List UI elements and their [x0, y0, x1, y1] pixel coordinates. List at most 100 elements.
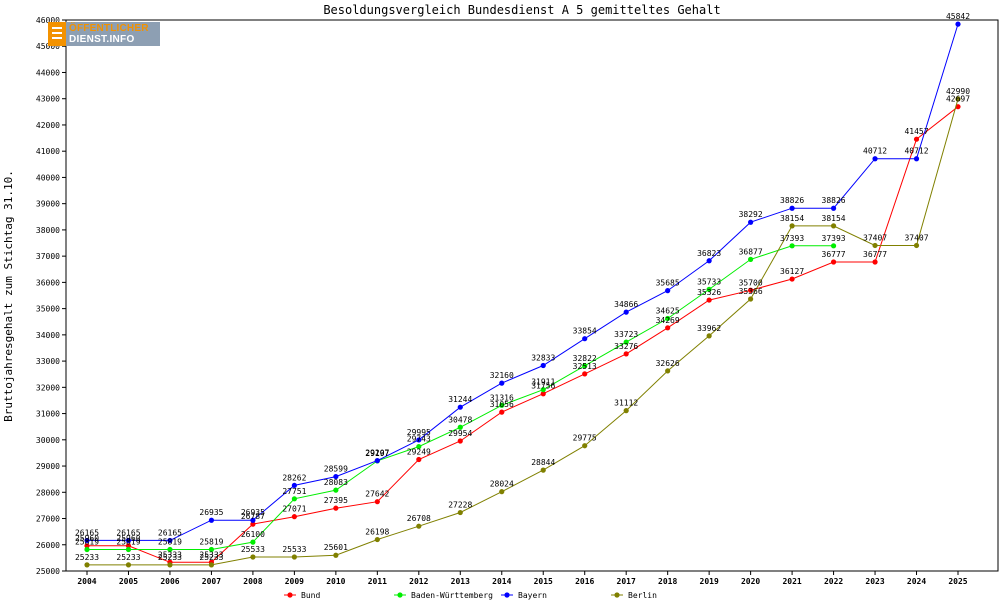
y-tick-label: 36000 [36, 278, 60, 287]
bayern-value-label: 26165 [116, 528, 140, 537]
baden-wuerttemberg-value-label: 36877 [739, 247, 763, 256]
berlin-legend-label: Berlin [628, 591, 657, 600]
berlin-value-label: 27228 [448, 501, 472, 510]
berlin-data-point [125, 562, 132, 568]
bund-value-label: 29954 [448, 429, 472, 438]
y-tick-label: 38000 [36, 226, 60, 235]
bund-series-line [87, 106, 959, 563]
berlin-value-label: 29775 [573, 434, 597, 443]
bund-data-point [291, 514, 297, 520]
baden-wuerttemberg-data-point [540, 387, 546, 393]
bund-value-label: 25960 [116, 534, 140, 543]
bund-value-label: 25960 [75, 534, 99, 543]
berlin-data-point [208, 562, 215, 568]
logo-text-line1: ÖFFENTLICHER [69, 23, 149, 34]
baden-wuerttemberg-data-point [291, 496, 297, 502]
berlin-value-label: 26708 [407, 514, 431, 523]
bayern-value-label: 29207 [365, 449, 389, 458]
bund-value-label: 27071 [282, 505, 306, 514]
baden-wuerttemberg-value-label: 29743 [407, 435, 431, 444]
berlin-data-point [913, 242, 920, 249]
bayern-legend-marker [504, 592, 510, 598]
berlin-data-point [955, 96, 961, 102]
x-tick-label: 2007 [202, 577, 221, 586]
x-tick-label: 2025 [948, 577, 967, 586]
bayern-data-point [499, 380, 505, 386]
legend: Bund Baden-Württemberg Bayern Berlin [284, 591, 657, 600]
bayern-value-label: 34866 [614, 300, 638, 309]
berlin-value-label: 25533 [241, 545, 265, 554]
x-tick-label: 2017 [617, 577, 636, 586]
bayern-data-point [333, 473, 339, 480]
bayern-data-point [291, 482, 297, 489]
berlin-value-label: 28024 [490, 480, 514, 489]
baden-wuerttemberg-value-label: 26100 [241, 530, 265, 539]
bund-value-label: 25333 [158, 550, 182, 559]
document-icon [48, 22, 66, 46]
bayern-value-label: 40712 [904, 147, 928, 156]
bund-value-label: 36777 [822, 250, 846, 259]
berlin-value-label: 35366 [739, 287, 763, 296]
baden-wuerttemberg-value-label: 33723 [614, 330, 638, 339]
bund-legend-marker [287, 592, 293, 598]
bayern-series-line [87, 23, 959, 541]
x-tick-label: 2019 [700, 577, 719, 586]
berlin-value-label: 37407 [863, 233, 887, 242]
berlin-value-label: 33962 [697, 324, 721, 333]
berlin-data-point [499, 489, 505, 495]
bund-value-label: 34269 [656, 316, 680, 325]
y-tick-label: 37000 [36, 252, 60, 261]
bayern-data-point [125, 537, 132, 544]
y-tick-label: 30000 [36, 436, 60, 445]
bayern-value-label: 35685 [656, 279, 680, 288]
baden-wuerttemberg-value-label: 35733 [697, 277, 721, 286]
series-layer [84, 21, 961, 568]
bayern-data-point [872, 156, 878, 162]
x-tick-label: 2023 [865, 577, 884, 586]
berlin-value-label: 25233 [75, 553, 99, 562]
bayern-value-label: 40712 [863, 147, 887, 156]
x-tick-label: 2012 [409, 577, 428, 586]
bund-value-label: 42697 [946, 95, 970, 104]
plot-area-frame [65, 19, 999, 572]
y-tick-label: 31000 [36, 410, 60, 419]
y-axis-label: Bruttojahresgehalt zum Stichtag 31.10. [2, 170, 15, 422]
legend-item-bayern: Bayern [501, 591, 547, 600]
bund-value-label: 35700 [739, 278, 763, 287]
x-tick-label: 2008 [243, 577, 262, 586]
berlin-series-line [87, 98, 959, 566]
x-tick-label: 2021 [782, 577, 801, 586]
bayern-value-label: 38292 [739, 210, 763, 219]
bayern-data-point [582, 336, 588, 342]
bund-value-label: 36777 [863, 250, 887, 259]
legend-item-baden-wuerttemberg: Baden-Württemberg [394, 591, 493, 600]
y-tick-label: 28000 [36, 488, 60, 497]
bund-value-label: 27395 [324, 496, 348, 505]
bayern-value-label: 26165 [75, 528, 99, 537]
y-tick-label: 46000 [36, 16, 60, 25]
bayern-value-label: 28262 [282, 473, 306, 482]
bund-data-point [457, 438, 463, 444]
bayern-data-point [208, 517, 215, 523]
baden-wuerttemberg-data-point [789, 243, 795, 249]
baden-wuerttemberg-value-label: 25819 [75, 538, 99, 547]
bayern-data-point [416, 437, 422, 443]
berlin-data-point [333, 552, 339, 558]
berlin-data-point [623, 408, 629, 414]
bayern-data-point [540, 362, 546, 369]
bayern-value-label: 32160 [490, 371, 514, 380]
berlin-data-point [457, 509, 463, 516]
baden-wuerttemberg-value-label: 31316 [490, 393, 514, 402]
bayern-value-label: 32833 [531, 353, 555, 362]
bund-value-label: 27642 [365, 490, 389, 499]
bund-value-label: 26787 [241, 512, 265, 521]
berlin-value-label: 38154 [780, 214, 804, 223]
baden-wuerttemberg-data-point [84, 546, 90, 553]
y-tick-label: 32000 [36, 383, 60, 392]
baden-wuerttemberg-value-label: 28083 [324, 478, 348, 487]
y-tick-label: 27000 [36, 515, 60, 524]
y-tick-label: 41000 [36, 147, 60, 156]
x-tick-label: 2011 [368, 577, 387, 586]
bayern-value-label: 29995 [407, 428, 431, 437]
